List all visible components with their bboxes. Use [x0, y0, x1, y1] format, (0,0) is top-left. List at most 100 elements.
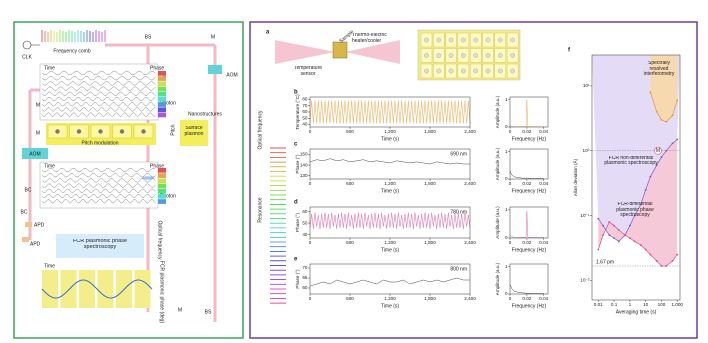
- series-label: Spectrally resolved interferometry: [643, 61, 675, 78]
- data-point: [655, 110, 658, 113]
- data-line: [309, 277, 470, 287]
- waveform: [41, 102, 156, 107]
- x-axis-label: Frequency (Hz): [512, 188, 547, 194]
- nano-dot: [424, 68, 429, 74]
- y-axis-label: Amplitude (a.u.): [495, 147, 500, 180]
- waveform: [41, 97, 156, 101]
- reference-label: 1.67 pm: [596, 259, 614, 265]
- x-tick-label: 1,200: [384, 296, 396, 301]
- x-tick-label: 0.02: [522, 129, 531, 134]
- data-point: [671, 142, 674, 145]
- color-stripe: [158, 107, 166, 113]
- color-stripe: [158, 168, 166, 173]
- y-tick-label: 60: [302, 285, 308, 290]
- y-tick-label: 1: [505, 207, 508, 212]
- x-tick-label: 1: [629, 302, 632, 307]
- y-tick-label: 10⁰: [583, 148, 590, 153]
- color-stripe: [158, 86, 166, 92]
- x-tick-label: 100: [658, 302, 666, 307]
- x-axis-label: Frequency (Hz): [512, 303, 547, 309]
- label: FCR plasmonic phase spectroscopy: [72, 239, 128, 250]
- label: BC: [25, 187, 32, 193]
- y-axis-label: Phase (°): [295, 212, 300, 232]
- x-tick-label: 1,200: [384, 129, 396, 134]
- x-tick-label: 0.02: [522, 240, 531, 245]
- data-point: [660, 156, 663, 158]
- data-point: [655, 164, 658, 167]
- x-tick-label: 0.02: [522, 296, 531, 301]
- surface-plasmon-box: [180, 120, 208, 146]
- nano-dot: [510, 53, 515, 58]
- data-line: [597, 139, 678, 242]
- laser-cone: [345, 40, 400, 64]
- data-line: [309, 158, 470, 165]
- panel-letter: b: [294, 90, 298, 96]
- nano-dot: [497, 68, 503, 74]
- y-tick-label: 70: [302, 103, 308, 108]
- waveform: [41, 188, 156, 193]
- label: BS: [205, 309, 212, 315]
- data-point: [617, 240, 620, 243]
- waveform: [41, 173, 156, 178]
- data-point: [613, 224, 615, 227]
- pitch-dot: [76, 129, 82, 134]
- nano-dot: [461, 37, 466, 43]
- x-tick-label: 0: [309, 296, 312, 301]
- data-point: [602, 234, 604, 237]
- data-point: [665, 265, 668, 267]
- x-tick-label: 1,800: [424, 129, 436, 134]
- pitch-dot: [141, 129, 146, 134]
- plot-frame: [509, 206, 549, 239]
- y-tick-label: 60: [302, 109, 308, 114]
- y-tick-label: 0: [505, 291, 508, 296]
- nano-dot: [448, 68, 454, 74]
- label: CLK: [22, 54, 32, 60]
- waveform: [41, 199, 156, 204]
- label: Pitch modulation: [82, 140, 119, 146]
- data-point: [633, 240, 636, 243]
- strip: [97, 270, 114, 308]
- label: Frequency comb: [53, 48, 90, 54]
- annotation: 800 nm: [450, 266, 467, 272]
- label: M: [36, 102, 40, 108]
- y-axis-label: Amplitude (a.u.): [495, 262, 500, 295]
- label-box: Spectrally resolved interferometry: [643, 61, 675, 78]
- data-point: [655, 260, 658, 262]
- label-box: FCR plasmonic phase spectroscopy: [72, 239, 128, 250]
- y-tick-label: 1: [505, 149, 508, 154]
- frequency-comb: [41, 30, 106, 42]
- data-point: [608, 221, 611, 223]
- waveform: [41, 112, 156, 117]
- x-axis-label: Frequency (Hz): [512, 136, 547, 142]
- label: APD: [30, 241, 41, 247]
- label: Photon: [160, 100, 176, 106]
- x-tick-label: 0.02: [522, 181, 531, 186]
- apd-icon: [25, 222, 32, 227]
- panel-letter: d: [294, 200, 298, 206]
- x-axis-label: Time (s): [381, 303, 399, 309]
- nano-dot: [461, 53, 466, 58]
- x-tick-label: 0: [309, 240, 312, 245]
- y-tick-label: 0: [505, 235, 508, 240]
- label: Optical frequency: [257, 110, 263, 149]
- label: Temperature sensor: [293, 66, 323, 77]
- panel-letter: e: [294, 257, 298, 263]
- y-axis-label: Allan deviation (Å): [572, 158, 578, 196]
- y-tick-label: 1: [505, 97, 508, 102]
- data-point: [639, 203, 642, 206]
- annotation: 780 nm: [450, 209, 467, 215]
- x-tick-label: 600: [346, 129, 354, 134]
- label: M: [36, 130, 40, 136]
- x-tick-label: 1,800: [424, 296, 436, 301]
- nano-dot: [473, 53, 479, 58]
- data-point: [649, 91, 652, 94]
- label: Time: [44, 65, 55, 71]
- data-line: [509, 170, 544, 179]
- color-stripe: [158, 178, 166, 184]
- plot-frame: [309, 263, 471, 295]
- area-fill: [650, 55, 678, 122]
- aom-box: [22, 148, 48, 159]
- nanostructure-grid: [420, 32, 519, 79]
- data-point: [660, 265, 663, 267]
- right-panel: [249, 21, 698, 339]
